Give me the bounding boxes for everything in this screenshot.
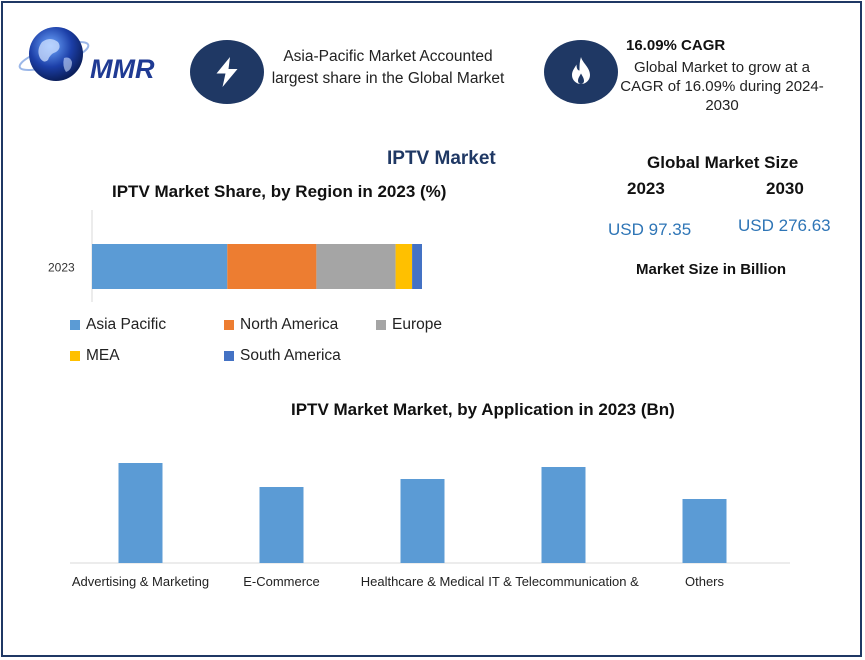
- legend-label: North America: [240, 316, 339, 333]
- application-chart: Advertising & Marketing E-Commerce Healthc…: [70, 463, 790, 589]
- mmr-logo: MMR: [14, 22, 174, 92]
- legend-swatch: [224, 351, 234, 361]
- cagr-title: 16.09% CAGR: [626, 37, 726, 54]
- cagr-text: Global Market to grow at a CAGR of 16.09…: [620, 59, 824, 114]
- application-tick-label: Healthcare & Medical: [361, 574, 485, 589]
- region-segment-mea: [395, 244, 413, 289]
- legend-swatch: [224, 320, 234, 330]
- lightning-icon: [190, 40, 264, 104]
- application-tick-label: Advertising & Marketing: [72, 574, 209, 589]
- region-segment-north-america: [227, 244, 317, 289]
- region-segment-asia-pacific: [92, 244, 228, 289]
- market-size-value-2030: USD 276.63: [738, 216, 831, 235]
- market-size-title: Global Market Size: [647, 153, 799, 172]
- region-category-label: 2023: [48, 261, 75, 275]
- application-bar-others: [682, 499, 727, 563]
- region-legend: Asia Pacific North America Europe MEA South …: [70, 316, 490, 376]
- page-title: IPTV Market: [387, 148, 496, 169]
- application-tick-label: E-Commerce: [243, 574, 320, 589]
- legend-label: South America: [240, 347, 341, 364]
- legend-swatch: [376, 320, 386, 330]
- application-bar-it-telecommunication: [541, 467, 586, 563]
- region-chart-title: IPTV Market Share, by Region in 2023 (%): [112, 182, 447, 201]
- legend-item-north-america: North America: [224, 316, 338, 334]
- asia-pacific-highlight: Asia-Pacific Market Accounted largest sh…: [271, 48, 505, 87]
- legend-label: Europe: [392, 316, 442, 333]
- application-tick-label: IT & Telecommunication &: [488, 574, 639, 589]
- legend-item-asia-pacific: Asia Pacific: [70, 316, 166, 334]
- application-bar-e-commerce: [259, 487, 304, 563]
- legend-swatch: [70, 351, 80, 361]
- market-size-year-2023: 2023: [627, 179, 665, 198]
- region-segment-south-america: [412, 244, 422, 289]
- legend-item-mea: MEA: [70, 347, 120, 365]
- legend-item-europe: Europe: [376, 316, 442, 334]
- flame-icon: [544, 40, 618, 104]
- region-share-chart: 2023: [48, 210, 422, 302]
- market-size-unit-note: Market Size in Billion: [636, 261, 787, 278]
- application-bar-healthcare-medical: [400, 479, 445, 563]
- svg-text:MMR: MMR: [90, 54, 155, 84]
- application-bar-advertising-marketing: [118, 463, 163, 563]
- legend-label: Asia Pacific: [86, 316, 167, 333]
- market-size-value-2023: USD 97.35: [608, 220, 692, 239]
- legend-label: MEA: [86, 347, 120, 364]
- legend-swatch: [70, 320, 80, 330]
- application-tick-label: Others: [685, 574, 725, 589]
- region-segment-europe: [316, 244, 396, 289]
- legend-item-south-america: South America: [224, 347, 341, 365]
- application-chart-title: IPTV Market Market, by Application in 20…: [291, 400, 675, 419]
- market-size-year-2030: 2030: [766, 179, 804, 198]
